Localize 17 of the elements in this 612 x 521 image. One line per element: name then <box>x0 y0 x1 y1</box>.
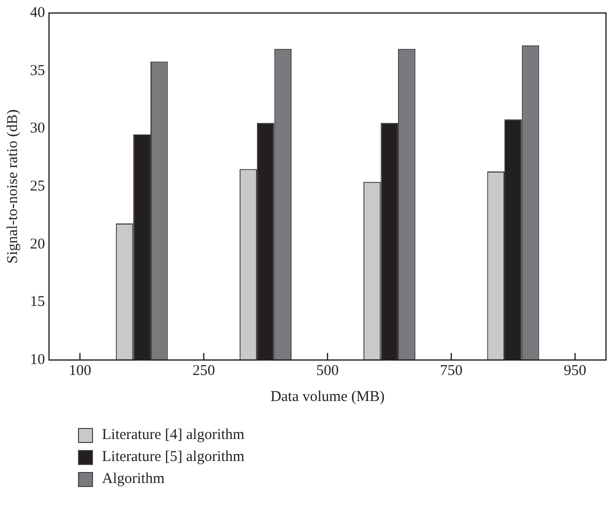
legend-label: Algorithm <box>102 470 164 488</box>
x-tick-label: 500 <box>316 362 339 379</box>
x-tick-label: 750 <box>440 362 463 379</box>
x-tick-label: 250 <box>192 362 215 379</box>
legend-label: Literature [4] algorithm <box>102 426 244 444</box>
y-axis-title: Signal-to-noise ratio (dB) <box>4 109 21 264</box>
y-tick-label: 15 <box>30 294 45 310</box>
y-tick-label: 20 <box>30 236 45 252</box>
y-tick-label: 40 <box>30 4 45 21</box>
x-axis-title: Data volume (MB) <box>270 388 385 405</box>
legend-label: Literature [5] algorithm <box>102 448 244 466</box>
y-tick-label: 35 <box>30 62 45 79</box>
y-tick-label: 10 <box>30 352 45 368</box>
x-tick-label: 950 <box>564 362 586 379</box>
y-tick-label: 25 <box>30 178 45 194</box>
y-tick-label: 30 <box>30 120 45 137</box>
x-tick-label: 100 <box>68 362 92 379</box>
